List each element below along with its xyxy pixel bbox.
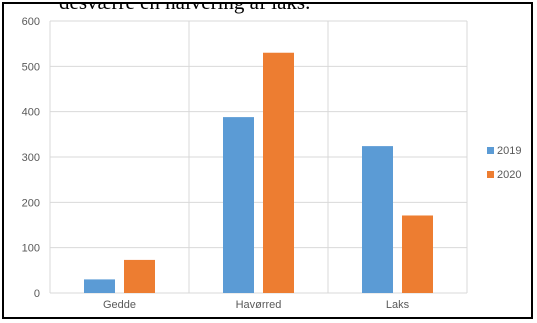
x-tick-label: Havørred [236, 299, 282, 311]
bar-2020-havørred [263, 52, 294, 293]
y-tick-label: 500 [22, 61, 40, 73]
legend-swatch-2019 [487, 147, 494, 154]
legend-label: 2020 [497, 169, 521, 181]
y-tick-label: 200 [22, 197, 40, 209]
caption-fragment: desværre en halvering af laks. [59, 2, 311, 14]
x-tick-label: Gedde [103, 299, 136, 311]
bar-chart: 0 100 200 300 400 500 600 Gedde Havørred Laks 2019… [22, 16, 522, 311]
y-tick-label: 100 [22, 243, 40, 255]
legend-swatch-2020 [487, 171, 494, 178]
bar-2019-havørred [223, 117, 254, 294]
y-tick-label: 300 [22, 152, 40, 164]
bar-2019-laks [362, 146, 393, 293]
bar-2019-gedde [84, 279, 115, 293]
chart-frame: desværre en halvering af laks. 0 100 200 30… [2, 2, 533, 319]
legend-label: 2019 [497, 145, 521, 157]
bar-2020-laks [402, 215, 433, 293]
x-tick-label: Laks [386, 299, 410, 311]
y-tick-label: 0 [34, 288, 40, 300]
bar-2020-gedde [124, 259, 155, 293]
y-tick-label: 600 [22, 16, 40, 28]
y-tick-label: 400 [22, 107, 40, 119]
